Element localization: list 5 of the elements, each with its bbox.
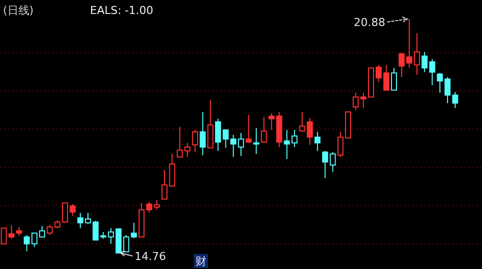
annotation: 20.88 (354, 16, 386, 29)
chart-title: (日线) (3, 4, 34, 17)
event-marker: 财 (194, 254, 208, 268)
text: EALS: -1.00 (90, 4, 154, 17)
annotation: 14.76 (134, 250, 166, 263)
